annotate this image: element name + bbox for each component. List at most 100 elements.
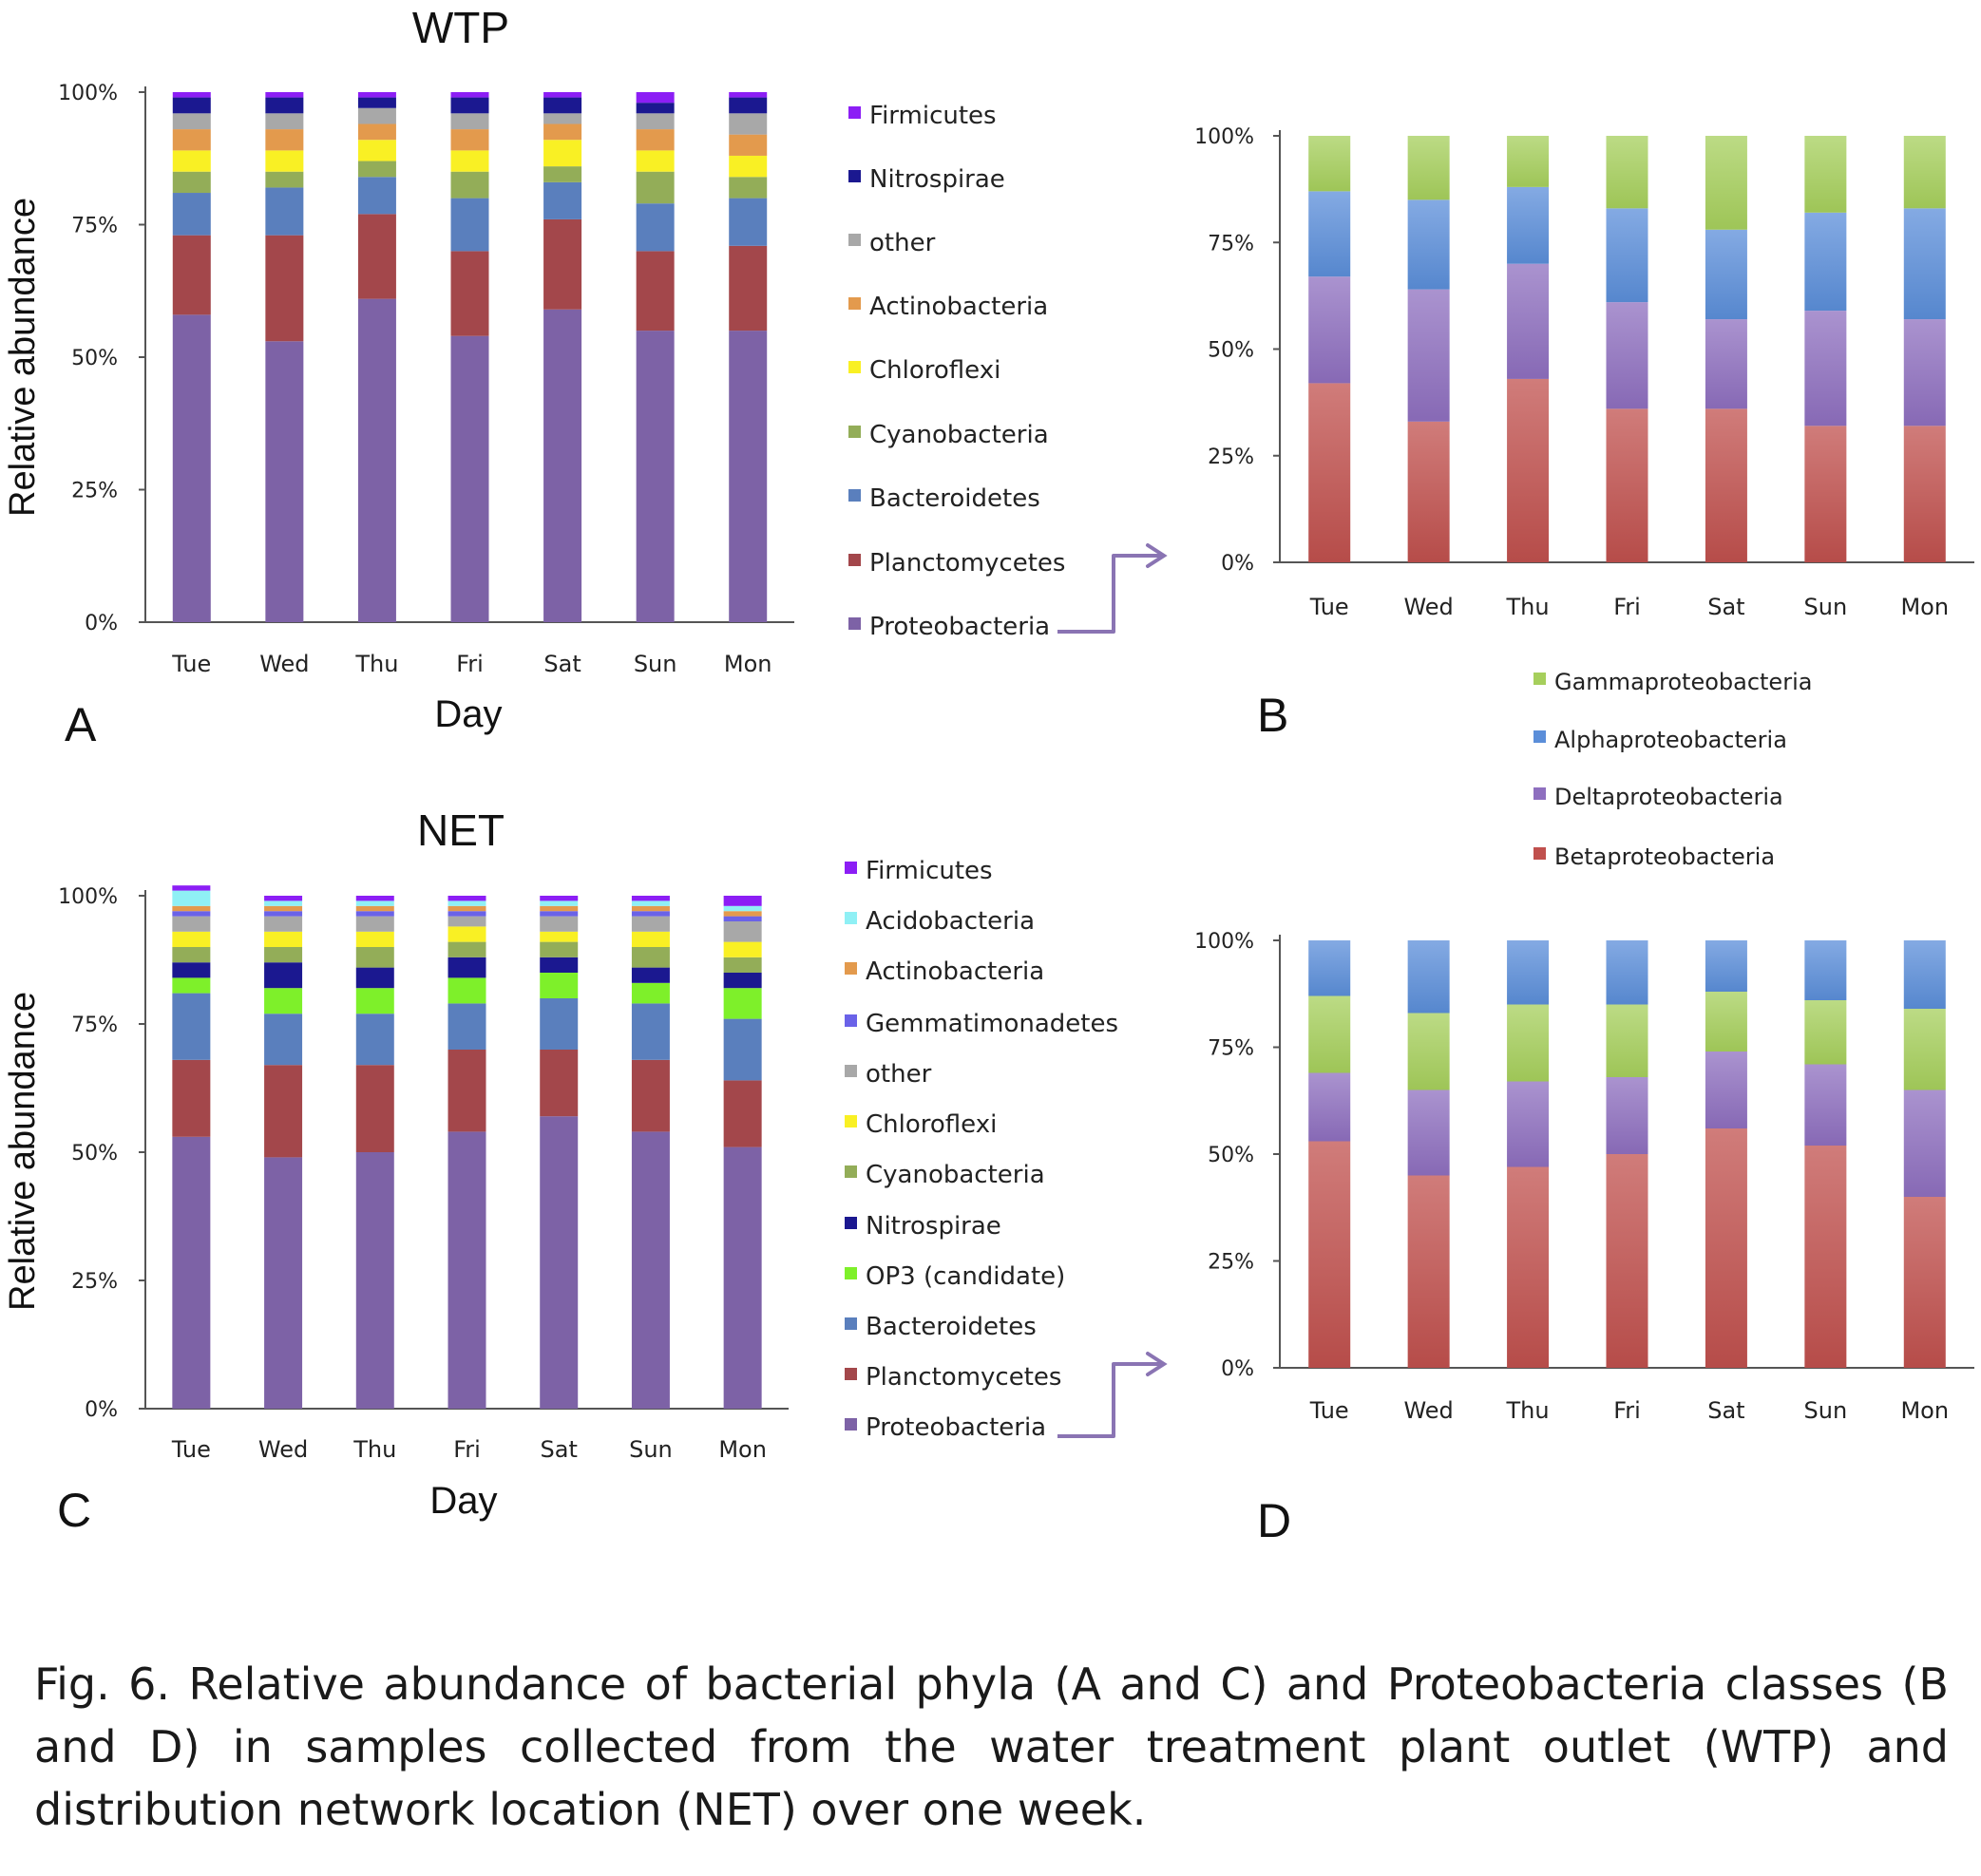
panel-c-legend-swatch-bacteroidetes	[845, 1317, 857, 1330]
panel-c-legend-swatch-other	[845, 1065, 857, 1077]
panel-c-bar-thu-cyanobacteria	[355, 947, 394, 968]
panel-d-xtick-label: Sat	[1707, 1397, 1744, 1424]
panel-c-xtick-label: Fri	[453, 1436, 481, 1463]
panel-a-bar-sun-planctomycetes	[636, 251, 675, 332]
panel-c-bar-mon-proteobacteria	[723, 1146, 762, 1409]
panel-a-bar-wed-firmicutes	[265, 92, 304, 98]
panel-d-bar-mon-gammaproteobacteria	[1903, 1009, 1946, 1090]
panel-b-bar-thu-betaproteobacteria	[1507, 378, 1550, 562]
panel-c-bar-thu-op3-candidate	[355, 988, 394, 1014]
panel-a-legend-label-chloroflexi: Chloroflexi	[869, 356, 1000, 385]
panel-b-legend-label-betaproteobacteria: Betaproteobacteria	[1554, 843, 1775, 870]
panel-b-xtick-label: Thu	[1506, 594, 1550, 620]
panel-b-legend-swatch-betaproteobacteria	[1533, 847, 1546, 860]
panel-c-bar-sun-firmicutes	[631, 896, 670, 901]
panel-a-bar-thu-actinobacteria	[357, 123, 396, 141]
panel-a-bar-thu-nitrospirae	[357, 97, 396, 108]
panel-a-bar-thu-planctomycetes	[357, 214, 396, 299]
panel-c-bar-tue-chloroflexi	[172, 931, 211, 947]
panel-c-bar-wed-chloroflexi	[264, 931, 303, 947]
panel-a-bar-fri-bacteroidetes	[450, 198, 489, 252]
panel-c-legend-swatch-gemmatimonadetes	[845, 1014, 857, 1027]
panel-c-bar-sat-nitrospirae	[540, 957, 579, 973]
panel-a-ytick-label: 75%	[71, 215, 118, 238]
panel-a-legend-swatch-other	[848, 234, 861, 246]
panel-c-bar-sat-other	[540, 916, 579, 932]
panel-a-xtick-label: Thu	[354, 651, 398, 677]
panel-a-legend-swatch-firmicutes	[848, 106, 861, 119]
panel-d-bar-tue-gammaproteobacteria	[1308, 995, 1351, 1073]
panel-a-title: WTP	[412, 3, 509, 52]
panel-a-bar-tue-actinobacteria	[172, 129, 211, 151]
panel-c-legend-swatch-cyanobacteria	[845, 1165, 857, 1178]
panel-b-xtick-label: Mon	[1900, 594, 1949, 620]
panel-c-bar-thu-gemmatimonadetes	[355, 911, 394, 917]
panel-a-legend-swatch-bacteroidetes	[848, 489, 861, 502]
panel-a-bar-wed-nitrospirae	[265, 97, 304, 114]
panel-b-xtick-label: Fri	[1613, 594, 1641, 620]
panel-c-bar-wed-nitrospirae	[264, 962, 303, 989]
panel-a-bar-sun-actinobacteria	[636, 129, 675, 151]
panel-a-xtick-label: Mon	[724, 651, 772, 677]
panel-d-bar-sun-deltaproteobacteria	[1804, 1064, 1847, 1146]
panel-a-bar-wed-chloroflexi	[265, 150, 304, 172]
panel-d-xtick-label: Mon	[1900, 1397, 1949, 1424]
panel-b-bar-fri-betaproteobacteria	[1606, 408, 1648, 562]
panel-c-bar-sat-bacteroidetes	[540, 998, 579, 1050]
panel-a-bar-tue-bacteroidetes	[172, 193, 211, 236]
panel-c-bar-fri-proteobacteria	[448, 1131, 486, 1409]
panel-b-bar-mon-betaproteobacteria	[1903, 426, 1946, 562]
panel-a-bar-tue-chloroflexi	[172, 150, 211, 172]
panel-a-bar-sun-other	[636, 113, 675, 130]
panel-b-bar-wed-gammaproteobacteria	[1407, 136, 1450, 200]
panel-a-letter: A	[65, 698, 97, 751]
panel-c-bar-wed-proteobacteria	[264, 1157, 303, 1409]
panel-a-legend-swatch-cyanobacteria	[848, 426, 861, 438]
panel-a-legend-swatch-nitrospirae	[848, 170, 861, 182]
panel-c-legend-swatch-firmicutes	[845, 862, 857, 874]
panel-c-bar-fri-nitrospirae	[448, 957, 486, 978]
panel-c-bar-fri-gemmatimonadetes	[448, 911, 486, 917]
panel-b-legend-swatch-gammaproteobacteria	[1533, 673, 1546, 685]
panel-b-ytick-label: 50%	[1208, 339, 1254, 363]
panel-a-bar-fri-actinobacteria	[450, 129, 489, 151]
panel-a-bar-thu-chloroflexi	[357, 140, 396, 161]
panel-c-legend-swatch-planctomycetes	[845, 1368, 857, 1380]
panel-a-bar-tue-firmicutes	[172, 92, 211, 98]
panel-c-bar-wed-gemmatimonadetes	[264, 911, 303, 917]
panel-c-xtick-label: Wed	[258, 1436, 308, 1463]
panel-c-bar-thu-actinobacteria	[355, 905, 394, 912]
panel-c-letter: C	[57, 1484, 91, 1537]
panel-c-bar-sat-gemmatimonadetes	[540, 911, 579, 917]
panel-a-xtick-label: Fri	[456, 651, 484, 677]
panel-a-xtick-label: Sun	[634, 651, 677, 677]
panel-d-bar-mon-betaproteobacteria	[1903, 1197, 1946, 1368]
panel-c-legend-label-gemmatimonadetes: Gemmatimonadetes	[866, 1010, 1118, 1038]
panel-b-ytick-label: 25%	[1208, 445, 1254, 469]
panel-d-bar-sat-alphaproteobacteria	[1705, 940, 1747, 992]
panel-b-bar-tue-gammaproteobacteria	[1308, 136, 1351, 192]
panel-c-bar-sat-firmicutes	[540, 896, 579, 901]
panel-c-legend-swatch-nitrospirae	[845, 1217, 857, 1229]
panel-c-ytick-label: 25%	[71, 1270, 118, 1294]
panel-c-bar-mon-firmicutes	[723, 896, 762, 906]
panel-b-bar-thu-gammaproteobacteria	[1507, 136, 1550, 187]
panel-c-bar-mon-planctomycetes	[723, 1080, 762, 1147]
panel-a-bar-wed-proteobacteria	[265, 341, 304, 622]
panel-a-bar-mon-bacteroidetes	[729, 198, 768, 246]
panel-b-legend-label-deltaproteobacteria: Deltaproteobacteria	[1554, 784, 1783, 810]
panel-a-bar-sat-cyanobacteria	[543, 166, 582, 182]
panel-a-legend-label-planctomycetes: Planctomycetes	[869, 549, 1065, 578]
panel-c-bar-sun-nitrospirae	[631, 967, 670, 983]
panel-d-bar-sun-betaproteobacteria	[1804, 1146, 1847, 1368]
panel-b-bar-sun-betaproteobacteria	[1804, 426, 1847, 562]
panel-c-bar-wed-planctomycetes	[264, 1065, 303, 1158]
panel-a-bar-fri-planctomycetes	[450, 251, 489, 336]
panel-c-xtick-label: Thu	[352, 1436, 396, 1463]
panel-d-ytick-label: 0%	[1221, 1357, 1254, 1381]
panel-b-bar-sat-betaproteobacteria	[1705, 408, 1747, 562]
panel-a-bar-mon-firmicutes	[729, 92, 768, 98]
panel-c-bar-mon-nitrospirae	[723, 973, 762, 989]
panel-d-xtick-label: Sun	[1804, 1397, 1848, 1424]
panel-a-bar-thu-other	[357, 107, 396, 124]
